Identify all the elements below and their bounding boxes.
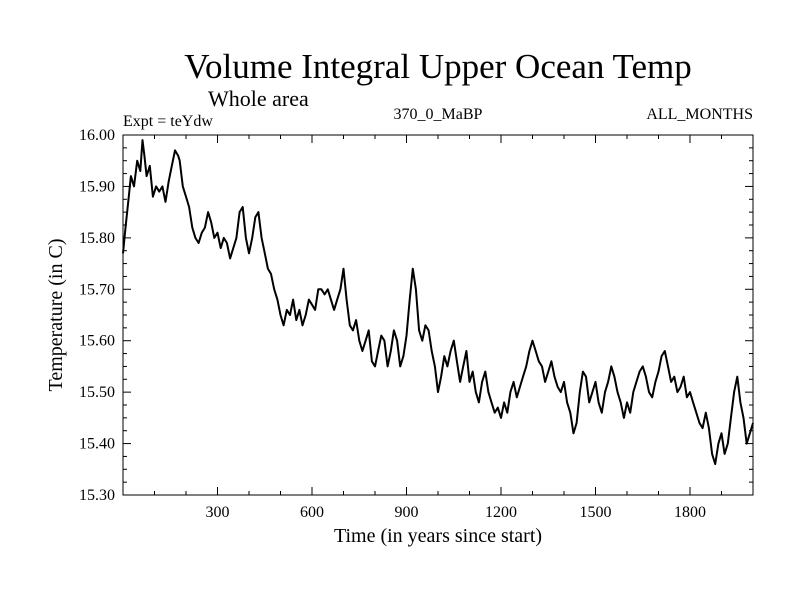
x-tick-label: 1200 [485,504,517,521]
x-tick-label: 900 [395,504,419,521]
x-tick-label: 1500 [580,504,612,521]
y-tick-label: 15.60 [79,333,115,350]
y-axis: 15.30 15.40 15.50 15.60 15.70 15.80 15.90 16.00 [79,127,753,504]
y-axis-label: Temperature (in C) [45,239,67,392]
y-tick-label: 15.70 [79,281,115,298]
x-axis-label: Time (in years since start) [334,525,542,547]
x-axis: 300 600 900 1200 1500 1800 [154,135,754,521]
experiment-label: Expt = teYdw [123,113,213,130]
chart-title: Volume Integral Upper Ocean Temp [184,47,691,86]
y-tick-label: 16.00 [79,127,115,144]
temperature-series-line [122,139,754,466]
x-tick-label: 1800 [674,504,706,521]
plot-frame [122,134,754,496]
y-tick-label: 15.30 [79,487,115,504]
x-tick-label: 600 [300,504,324,521]
y-tick-label: 15.50 [79,384,115,401]
chart-subtitle: Whole area [208,86,309,111]
months-label: ALL_MONTHS [646,106,753,123]
x-tick-label: 300 [206,504,230,521]
y-tick-label: 15.90 [79,178,115,195]
run-id-label: 370_0_MaBP [394,106,483,123]
y-tick-label: 15.80 [79,230,115,247]
y-tick-label: 15.40 [79,436,115,453]
